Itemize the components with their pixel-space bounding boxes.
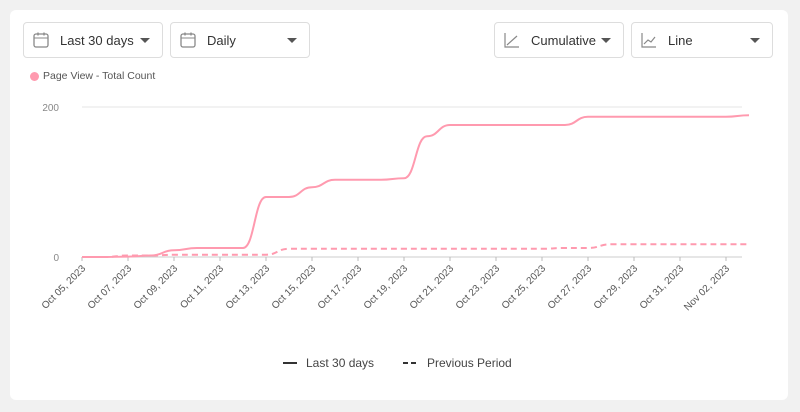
legend-current[interactable]: Last 30 days xyxy=(283,356,374,370)
date-range-dropdown[interactable]: Last 30 days xyxy=(23,22,163,58)
legend-previous[interactable]: Previous Period xyxy=(403,356,512,370)
x-tick-label: Oct 09, 2023 xyxy=(132,263,181,312)
series-line-dashed xyxy=(82,243,749,258)
line-chart-icon xyxy=(641,33,656,48)
legend-dot xyxy=(30,71,39,81)
line-chart-icon xyxy=(504,33,519,48)
x-tick-label: Oct 19, 2023 xyxy=(362,263,411,312)
x-tick-label: Oct 13, 2023 xyxy=(224,263,273,312)
dropdown-label: Last 30 days xyxy=(60,32,134,48)
legend-label: Page View - Total Count xyxy=(43,70,156,82)
y-tick-label: 200 xyxy=(42,103,59,114)
calendar-icon xyxy=(180,32,196,48)
caret-down-icon xyxy=(287,37,297,43)
caret-down-icon xyxy=(140,37,150,43)
calendar-icon xyxy=(33,32,49,48)
x-tick-label: Oct 31, 2023 xyxy=(638,263,687,312)
x-tick-label: Oct 25, 2023 xyxy=(500,263,549,312)
mode-dropdown[interactable]: Cumulative xyxy=(494,22,624,58)
x-tick-label: Oct 07, 2023 xyxy=(86,263,135,312)
legend-label: Last 30 days xyxy=(306,356,375,370)
x-tick-label: Oct 23, 2023 xyxy=(454,263,503,312)
x-tick-label: Nov 02, 2023 xyxy=(682,263,732,313)
interval-dropdown[interactable]: Daily xyxy=(170,22,310,58)
chart-type-dropdown[interactable]: Line xyxy=(631,22,773,58)
x-tick-label: Oct 17, 2023 xyxy=(316,263,365,312)
x-tick-label: Oct 05, 2023 xyxy=(40,263,89,312)
series-legend: Page View - Total Count xyxy=(30,70,155,82)
legend-label: Previous Period xyxy=(427,356,512,370)
x-tick-label: Oct 27, 2023 xyxy=(546,263,595,312)
x-tick-label: Oct 29, 2023 xyxy=(592,263,641,312)
dropdown-label: Daily xyxy=(207,32,236,48)
series-line-solid xyxy=(82,114,750,258)
dropdown-label: Line xyxy=(668,32,693,48)
x-tick-label: Oct 11, 2023 xyxy=(178,263,226,311)
solid-line-icon xyxy=(283,362,297,364)
dashed-line-icon xyxy=(403,362,419,364)
x-tick-label: Oct 21, 2023 xyxy=(408,263,457,312)
dropdown-label: Cumulative xyxy=(531,32,597,48)
chart-card: Last 30 days Daily Cumulative Line Page … xyxy=(10,10,788,400)
y-tick-label: 0 xyxy=(53,253,59,264)
caret-down-icon xyxy=(601,37,611,43)
x-tick-label: Oct 15, 2023 xyxy=(270,263,319,312)
caret-down-icon xyxy=(750,37,760,43)
